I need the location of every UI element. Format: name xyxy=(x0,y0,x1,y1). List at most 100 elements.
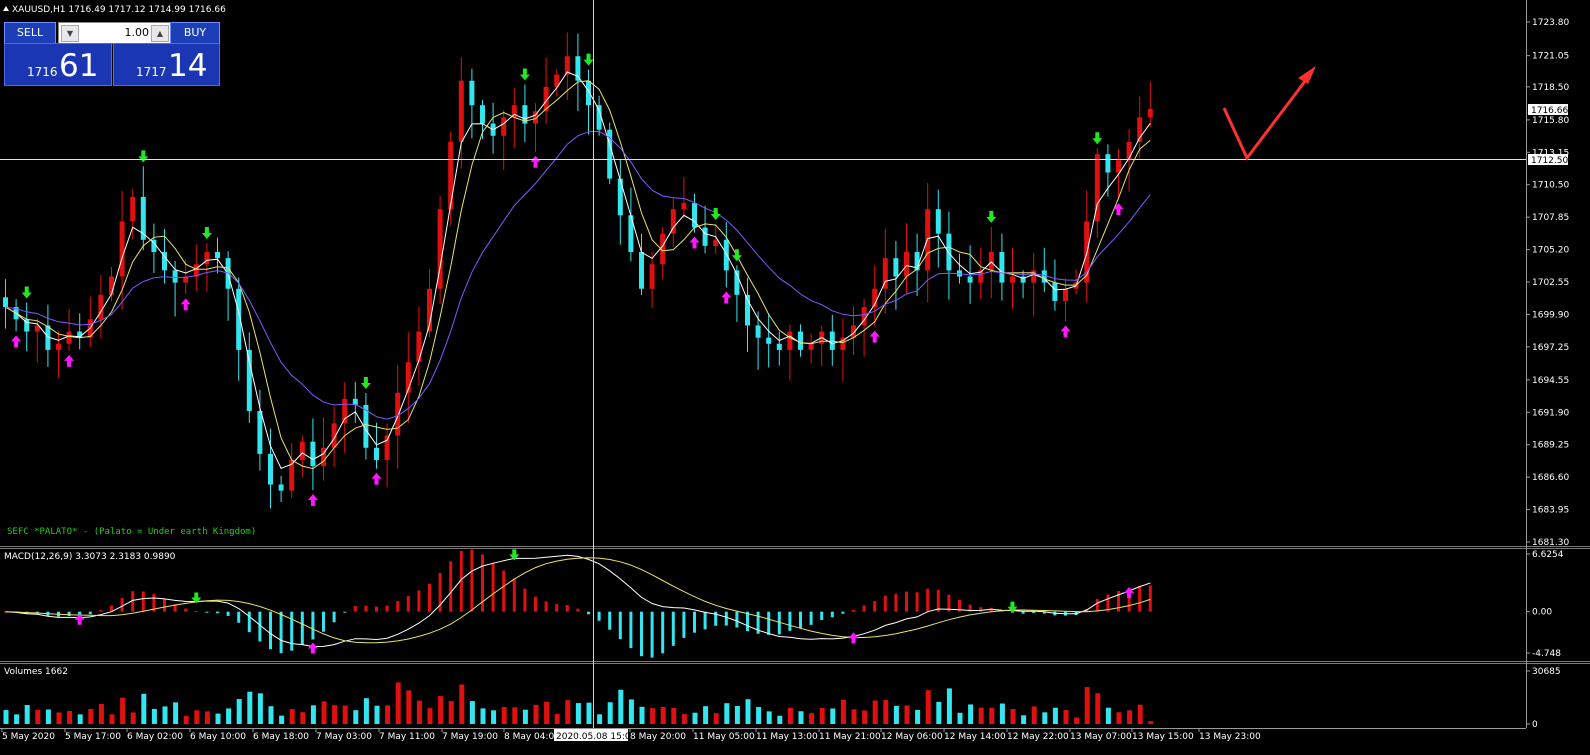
candle-body xyxy=(278,484,284,491)
sell-price-display[interactable]: 1716 61 xyxy=(4,43,112,86)
candle-body xyxy=(882,258,888,289)
candle-body xyxy=(56,343,61,350)
volume-bar xyxy=(628,699,634,724)
volume-bar xyxy=(533,704,539,724)
time-label: 7 May 19:00 xyxy=(442,732,498,742)
volume-bar xyxy=(999,703,1005,724)
candle-body xyxy=(861,307,867,326)
macd-histogram-bar xyxy=(406,595,410,612)
collapse-triangle-icon[interactable] xyxy=(3,6,9,11)
volume-bar xyxy=(777,715,783,724)
candle-body xyxy=(427,288,432,332)
macd-tick-label: 6.6254 xyxy=(1532,550,1564,560)
buy-arrow-icon xyxy=(689,236,700,249)
volume-tick-label: 0 xyxy=(1532,720,1538,730)
candle-body xyxy=(45,325,51,350)
candle-body xyxy=(151,239,157,253)
candle-body xyxy=(289,460,295,491)
macd-histogram-bar xyxy=(841,611,845,614)
macd-histogram-bar xyxy=(703,611,707,630)
sell-price-big: 61 xyxy=(59,48,99,84)
macd-buy-arrow-icon xyxy=(1124,586,1135,598)
macd-histogram-bar xyxy=(947,594,951,612)
macd-histogram-bar xyxy=(544,601,548,612)
volume-bar xyxy=(586,702,592,724)
candle-body xyxy=(702,227,708,246)
candle-body xyxy=(713,239,719,246)
macd-histogram-bar xyxy=(491,562,495,612)
macd-histogram-bar xyxy=(1138,585,1142,612)
macd-histogram-bar xyxy=(120,597,124,612)
volume-bar xyxy=(703,706,709,724)
volume-bar xyxy=(512,707,518,724)
volume-bar xyxy=(809,713,815,724)
volume-bar xyxy=(491,710,497,724)
macd-histogram-bar xyxy=(979,607,983,612)
macd-panel xyxy=(4,549,1152,658)
macd-histogram-bar xyxy=(322,611,325,632)
candle-body xyxy=(172,270,178,283)
volume-bar xyxy=(1031,706,1037,724)
svg-text:1712.50: 1712.50 xyxy=(1531,156,1568,166)
buy-arrow-icon xyxy=(307,494,318,507)
macd-histogram-bar xyxy=(512,578,516,612)
macd-histogram-bar xyxy=(1042,611,1046,614)
indicator-note: SEFC *PALATO* - (Palato = Under earth Ki… xyxy=(7,527,256,537)
sell-arrow-icon xyxy=(583,53,594,66)
volume-bar xyxy=(946,688,952,724)
candle-body xyxy=(448,141,454,210)
time-label: 8 May 04:00 xyxy=(504,732,560,742)
volume-bar xyxy=(692,712,698,724)
macd-tick-label: -4.748 xyxy=(1532,649,1561,659)
sell-arrow-icon xyxy=(710,208,721,221)
sell-button[interactable]: SELL xyxy=(4,22,56,44)
candle-body xyxy=(66,331,72,344)
macd-histogram-bar xyxy=(650,611,654,658)
buy-button[interactable]: BUY xyxy=(170,22,220,44)
time-label: 6 May 18:00 xyxy=(253,732,309,742)
candle-body xyxy=(1041,270,1047,283)
candle-body xyxy=(586,80,591,106)
candle-body xyxy=(1105,154,1111,173)
macd-histogram-bar xyxy=(958,599,961,612)
price-tick-label: 1681.30 xyxy=(1532,538,1569,548)
lot-increase-icon[interactable]: ▲ xyxy=(151,25,169,42)
buy-price-display[interactable]: 1717 14 xyxy=(113,43,220,86)
candle-body xyxy=(183,276,189,283)
candle-body xyxy=(352,398,358,405)
candle-body xyxy=(374,447,379,461)
candle-body xyxy=(670,209,676,234)
candle-body xyxy=(130,196,136,222)
candle-body xyxy=(904,252,909,277)
time-label: 11 May 05:00 xyxy=(693,732,755,742)
sell-arrow-icon xyxy=(519,68,530,81)
lot-decrease-icon[interactable]: ▼ xyxy=(61,25,79,42)
candle-body xyxy=(77,331,83,338)
volume-bar xyxy=(141,693,147,724)
candle-body xyxy=(798,331,803,350)
volume-bar xyxy=(862,710,868,724)
buy-arrow-icon xyxy=(11,335,22,348)
time-label: 6 May 02:00 xyxy=(127,732,183,742)
volume-bar xyxy=(374,705,380,724)
macd-sell-arrow-icon xyxy=(509,549,520,561)
macd-histogram-bar xyxy=(173,604,177,612)
volume-bar xyxy=(1148,721,1154,724)
volume-bar xyxy=(978,707,984,724)
candle-body xyxy=(967,276,973,283)
sell-arrow-icon xyxy=(201,226,212,239)
candle-body xyxy=(1031,270,1037,283)
time-label: 12 May 06:00 xyxy=(881,732,943,742)
macd-histogram-bar xyxy=(396,601,400,612)
macd-histogram-bar xyxy=(88,611,92,615)
volume-bar xyxy=(215,713,221,724)
macd-histogram-bar xyxy=(905,591,908,612)
candle-body xyxy=(480,105,485,124)
macd-histogram-bar xyxy=(618,611,622,640)
candle-body xyxy=(405,362,411,393)
volume-bar xyxy=(904,705,910,724)
lot-size-input[interactable] xyxy=(79,24,149,41)
sell-arrow-icon xyxy=(731,249,742,262)
volume-bar xyxy=(289,709,295,724)
